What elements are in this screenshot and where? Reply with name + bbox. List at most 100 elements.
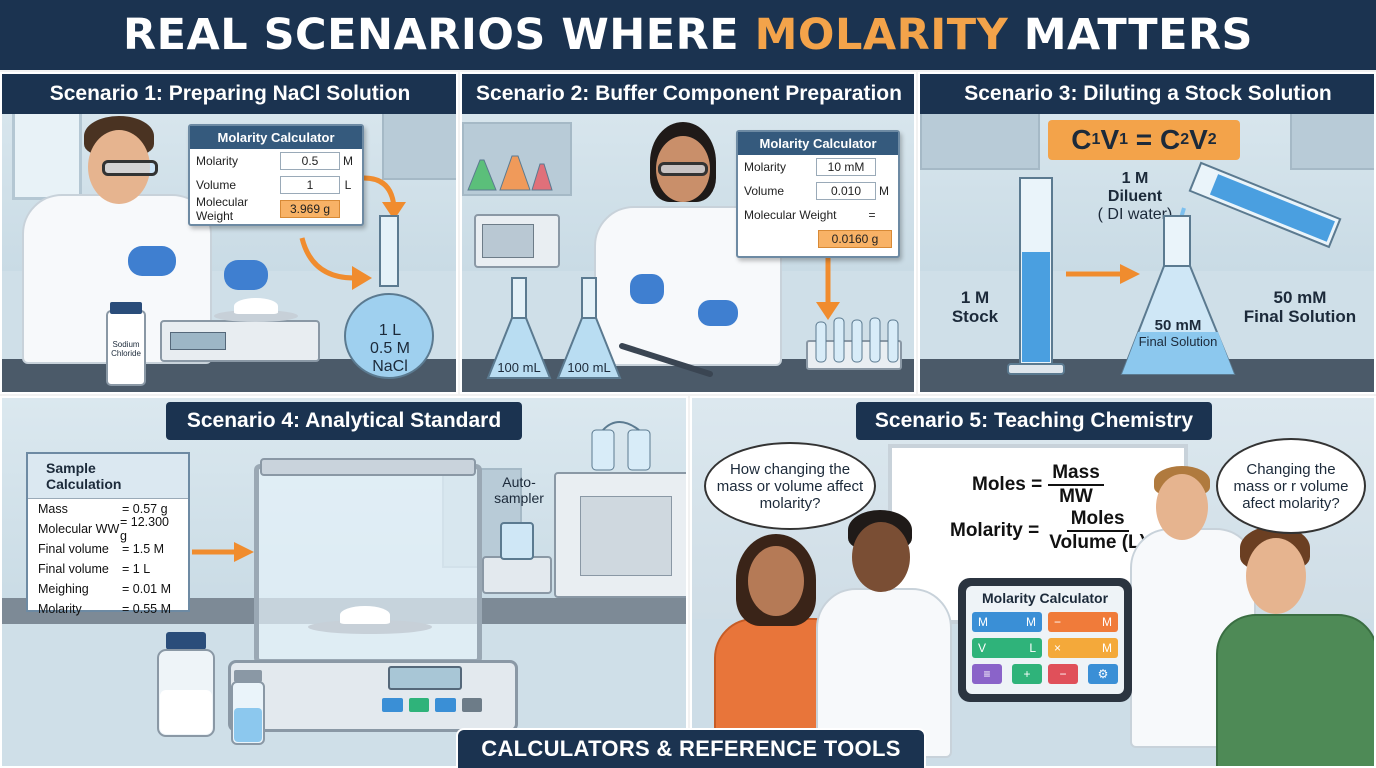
jar-label: Sodium Chloride (111, 340, 141, 358)
erlenmeyer-flask (1120, 215, 1236, 375)
calc-row-volume: Volume 0.010 M (744, 182, 889, 200)
balance-display (170, 332, 226, 350)
oven-door (482, 224, 534, 258)
tablet-title: Molarity Calculator (981, 590, 1109, 606)
molarity-input[interactable]: 10 mM (816, 158, 876, 176)
flask-left (486, 277, 552, 379)
balance-buttons (382, 698, 482, 712)
calc-row-result: 0.0160 g (738, 227, 898, 251)
sample-calculation: Sample Calculation Mass = 0.57 g Molecula… (26, 452, 190, 616)
sample-row: Molecular WW = 12.300 g (38, 515, 169, 543)
student-3-head (1246, 538, 1306, 614)
calc-key[interactable]: ≡ (972, 664, 1002, 684)
calc-row-volume: Volume 1 L (196, 176, 352, 194)
flask-left-label: 100 mL (497, 360, 541, 375)
speech-bubble-teacher: Changing the mass or r volume afect mola… (1216, 438, 1366, 534)
sample-row: Final volume = 1.5 M (38, 542, 165, 556)
student-2-head (852, 522, 910, 592)
transfer-arrow (1066, 264, 1140, 284)
scenario-title: Scenario 5: Teaching Chemistry (856, 402, 1212, 440)
calculator-header: Molarity Calculator (738, 132, 898, 155)
balance-top (260, 458, 476, 476)
calc-key[interactable]: − M (1048, 612, 1118, 632)
reagent-bottle (157, 632, 215, 737)
speech-bubble-student: How changing the mass or volume affect m… (704, 442, 876, 530)
calc-row-mw: Molecular Weight = (744, 208, 876, 222)
scenario-4-panel: Scenario 4: Analytical Standard Sample C… (0, 396, 688, 768)
volumetric-flask (344, 215, 434, 379)
autosampler-unit (482, 556, 552, 594)
molarity-input[interactable]: 0.5 (280, 152, 340, 170)
vial (231, 670, 265, 745)
mass-result: 3.969 g (280, 200, 340, 218)
calc-key[interactable]: × M (1048, 638, 1118, 658)
balance-button[interactable] (408, 698, 429, 712)
scenario-title: Scenario 4: Analytical Standard (166, 402, 522, 440)
scenario-title: Scenario 2: Buffer Component Preparation (462, 74, 914, 114)
volume-input[interactable]: 0.010 (816, 182, 876, 200)
scenario-title: Scenario 1: Preparing NaCl Solution (2, 74, 456, 114)
balance-chamber (254, 464, 482, 664)
sodium-chloride-jar (106, 310, 146, 386)
moles-formula: Moles = Mass MW (972, 462, 1104, 508)
scenario-1-panel: Scenario 1: Preparing NaCl Solution Sodi… (0, 72, 458, 394)
weighing-pan (308, 620, 432, 634)
autosampler-vial (500, 522, 534, 560)
flask-right-label: 100 mL (567, 360, 611, 375)
stock-label: 1 M Stock (951, 288, 999, 326)
sample-arrow (192, 542, 254, 562)
sample-row: Meighing = 0.01 M (38, 582, 171, 596)
scenario-5-panel: Scenario 5: Teaching Chemistry Moles = M… (690, 396, 1376, 768)
sample-header: Sample Calculation (28, 454, 188, 499)
glove-right (698, 300, 738, 326)
scenario-2-panel: Scenario 2: Buffer Component Preparation… (460, 72, 916, 394)
autosampler-label: Auto-sampler (494, 474, 544, 506)
mass-result: 0.0160 g (818, 230, 892, 248)
student-1-head (748, 546, 804, 616)
sample-row: Molarity = 0.55 M (38, 602, 171, 616)
pipette (619, 343, 713, 377)
test-tubes (815, 317, 899, 363)
calc-key[interactable]: + (1012, 664, 1042, 684)
balance-button[interactable] (435, 698, 456, 712)
glove-right (224, 260, 268, 290)
arrow-curve-top (299, 175, 406, 290)
sample-row: Final volume = 1 L (38, 562, 151, 576)
balance-button[interactable] (382, 698, 403, 712)
salt-pile (234, 298, 278, 314)
title-banner: REAL SCENARIOS WHERE MOLARITY MATTERS (0, 0, 1376, 70)
balance (160, 320, 320, 362)
reservoir-bottles (591, 421, 651, 471)
instrument-panel (580, 496, 672, 576)
molarity-calculator: Molarity Calculator Molarity 10 mM Volume… (736, 130, 900, 258)
shelf-flasks (467, 155, 553, 191)
scenario-title: Scenario 3: Diluting a Stock Solution (920, 74, 1374, 114)
safety-goggles (658, 162, 708, 176)
sample-row: Mass = 0.57 g (38, 502, 168, 516)
pipette-glove (630, 274, 664, 304)
calc-key[interactable]: ⚙ (1088, 664, 1118, 684)
flask-right (556, 277, 622, 379)
flask-label: 50 mM Final Solution (1138, 317, 1218, 350)
calc-key[interactable]: − (1048, 664, 1078, 684)
balance-button[interactable] (461, 698, 482, 712)
powder (340, 606, 390, 624)
glove-left (128, 246, 176, 276)
footer-banner: CALCULATORS & REFERENCE TOOLS (456, 728, 926, 768)
jar-lid (110, 302, 142, 314)
result-arrow (816, 258, 840, 320)
volume-input[interactable]: 1 (280, 176, 340, 194)
balance-display (388, 666, 462, 690)
page-title: REAL SCENARIOS WHERE MOLARITY MATTERS (122, 10, 1254, 60)
calc-row-mw: Molecular Weight 3.969 g (190, 195, 362, 223)
calculator-header: Molarity Calculator (190, 126, 362, 149)
safety-goggles (102, 160, 158, 176)
graduated-cylinder (1007, 177, 1065, 375)
molarity-calculator: Molarity Calculator Molarity 0.5 M Volume 1… (188, 124, 364, 226)
